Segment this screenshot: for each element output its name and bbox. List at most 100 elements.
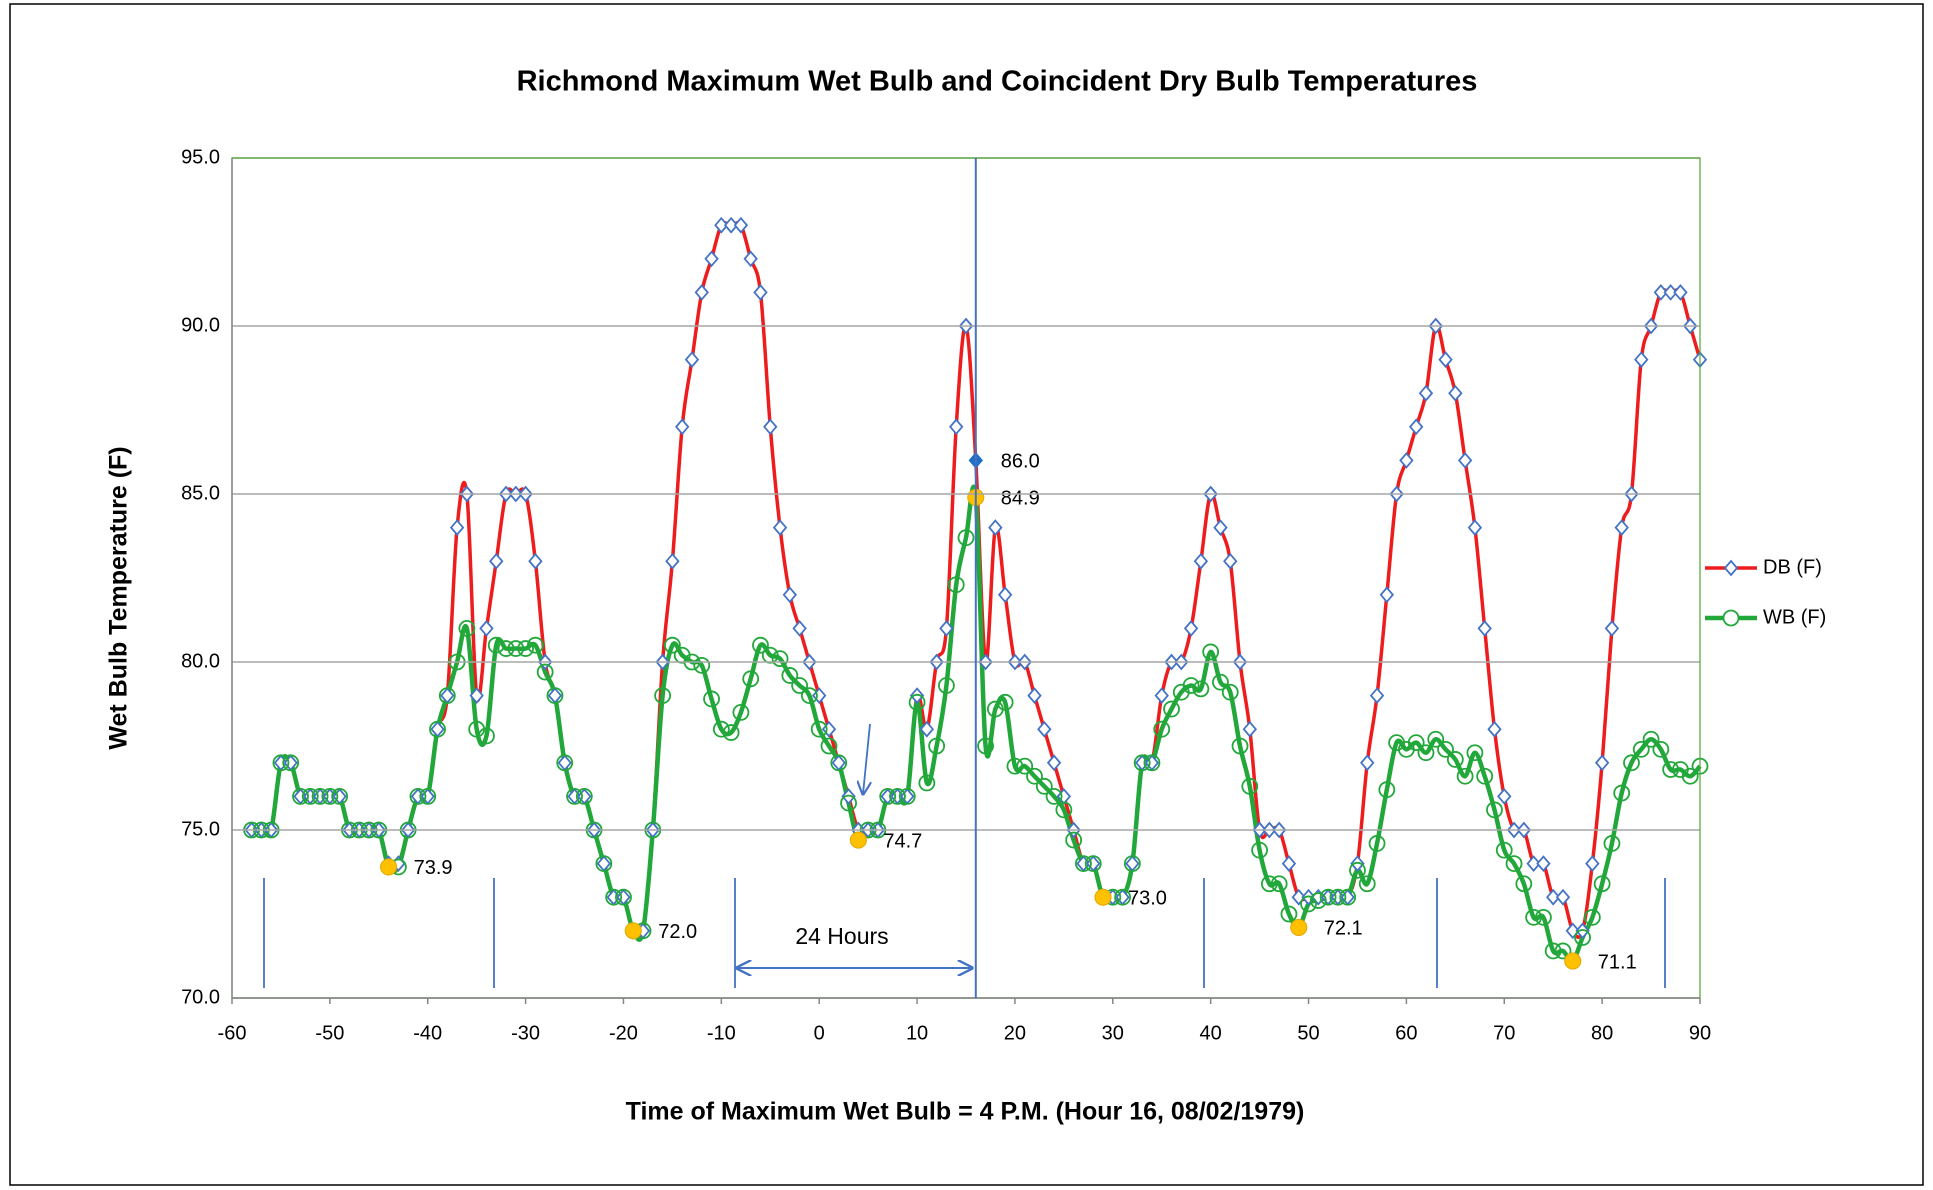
y-tick-label: 85.0 (181, 482, 220, 504)
legend-marker (1722, 609, 1740, 627)
data-point (1653, 284, 1669, 301)
data-point (820, 737, 838, 755)
data-point (575, 788, 593, 805)
x-axis-label: Time of Maximum Wet Bulb = 4 P.M. (Hour … (626, 1098, 1305, 1126)
data-point (1212, 673, 1229, 691)
legend-label: WB (F) (1763, 606, 1826, 628)
data-point (1369, 687, 1385, 704)
series-line (251, 484, 1702, 964)
data-point (997, 586, 1013, 604)
data-point (1467, 519, 1483, 536)
data-label: 86.0 (1001, 451, 1040, 473)
data-point (684, 351, 700, 368)
data-point (1456, 767, 1474, 785)
data-point (889, 788, 906, 805)
data-point (1457, 452, 1473, 469)
data-point (1143, 754, 1161, 772)
frame (9, 3, 1924, 1186)
y-tick-label: 70.0 (181, 986, 220, 1008)
data-point (772, 519, 788, 536)
data-point (1223, 552, 1238, 570)
data-point (1495, 841, 1513, 859)
data-point (1438, 351, 1453, 368)
data-point (292, 788, 309, 805)
x-tick-label: 50 (1297, 1022, 1319, 1044)
x-tick-label: -30 (511, 1022, 540, 1044)
data-point (1193, 552, 1209, 570)
data-point (988, 519, 1003, 536)
data-point (664, 636, 681, 654)
data-point (1260, 875, 1278, 893)
data-point (556, 754, 574, 772)
x-tick-label: 40 (1200, 1022, 1222, 1044)
x-tick-label: 90 (1689, 1022, 1711, 1044)
data-point (1418, 384, 1434, 402)
data-point (1242, 720, 1257, 738)
x-tick-label: -60 (218, 1022, 247, 1044)
data-point (1583, 908, 1601, 926)
legend-label: DB (F) (1763, 556, 1822, 578)
data-point (1427, 730, 1445, 748)
data-point (1241, 777, 1259, 795)
data-point (654, 687, 672, 704)
data-label: 73.9 (414, 857, 453, 879)
data-point (1251, 841, 1268, 859)
data-point (723, 216, 739, 234)
data-label: 72.0 (658, 921, 697, 943)
data-point (1476, 767, 1494, 785)
data-point (1614, 519, 1629, 536)
data-point (1544, 942, 1562, 960)
data-point (1535, 908, 1552, 926)
data-point (947, 576, 965, 594)
data-point (1065, 831, 1083, 849)
data-point (1642, 730, 1660, 748)
x-tick-label: 80 (1591, 1022, 1613, 1044)
data-point (1360, 754, 1375, 772)
data-point (665, 552, 680, 570)
data-point (1497, 788, 1512, 805)
data-point (536, 663, 554, 681)
data-point (449, 519, 465, 536)
data-label: 72.1 (1324, 918, 1363, 940)
highlight-point (624, 922, 642, 940)
data-point (1016, 757, 1034, 775)
x-tick-label: 20 (1004, 1022, 1026, 1044)
data-point (1084, 855, 1102, 872)
data-point (1281, 855, 1297, 872)
data-point (1378, 781, 1396, 799)
data-point (703, 690, 720, 708)
data-point (1192, 680, 1210, 698)
data-point (489, 552, 504, 570)
data-point (1358, 875, 1376, 893)
data-label: 84.9 (1001, 488, 1040, 510)
data-point (1546, 888, 1561, 906)
data-point (1448, 384, 1463, 402)
data-point (517, 640, 534, 657)
data-point (1368, 835, 1386, 852)
data-point (742, 670, 760, 688)
data-point (1221, 683, 1239, 701)
data-point (996, 693, 1014, 711)
data-point (693, 656, 711, 674)
data-point (331, 788, 349, 805)
data-point (1270, 875, 1288, 893)
data-point (722, 724, 740, 741)
data-point (1409, 418, 1424, 436)
y-tick-label: 80.0 (181, 650, 220, 672)
data-label: 73.0 (1128, 887, 1167, 909)
data-point (409, 788, 427, 805)
highlight-point (849, 831, 867, 849)
chart-title: Richmond Maximum Wet Bulb and Coincident… (517, 66, 1478, 98)
data-point (1280, 905, 1298, 923)
data-point (1154, 687, 1169, 704)
data-point (675, 418, 690, 436)
data-point (938, 677, 955, 694)
data-point (458, 620, 476, 637)
data-point (694, 284, 709, 301)
data-point (1525, 908, 1543, 926)
data-point (977, 737, 994, 755)
x-tick-label: 10 (906, 1022, 928, 1044)
data-point (792, 620, 807, 637)
data-point (1417, 744, 1435, 762)
data-point (546, 687, 564, 704)
